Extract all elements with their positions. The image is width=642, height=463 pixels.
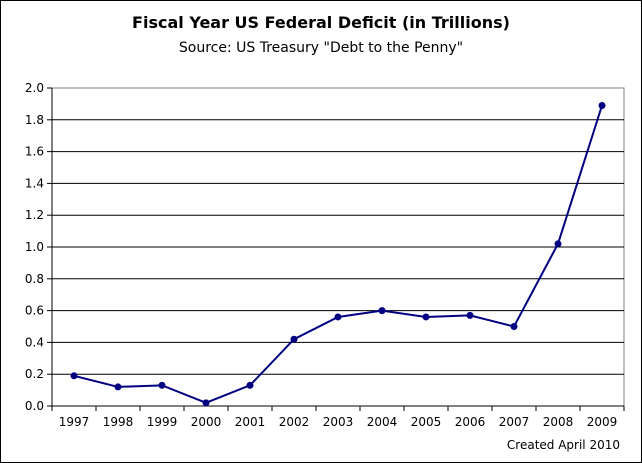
x-tick-label: 2003 [323,415,354,429]
y-tick-label: 1.6 [25,145,44,159]
x-tick-label: 2008 [543,415,574,429]
data-point-2006 [466,311,474,319]
y-tick-label: 1.8 [25,113,44,127]
x-tick-label: 2007 [499,415,530,429]
x-tick-label: 2005 [411,415,442,429]
x-tick-label: 2009 [587,415,618,429]
data-point-2007 [510,323,518,330]
y-tick-label: 0.8 [25,272,44,286]
data-point-1998 [114,383,122,391]
x-tick-label: 2000 [191,415,222,429]
x-tick-label: 1997 [59,415,90,429]
data-point-1997 [70,372,78,380]
x-tick-label: 2004 [367,415,398,429]
data-point-2009 [598,101,606,109]
data-point-2005 [422,313,430,321]
chart-subtitle: Source: US Treasury "Debt to the Penny" [179,40,463,56]
y-tick-label: 0.4 [25,335,44,349]
y-tick-label: 2.0 [25,81,44,95]
x-tick-label: 1999 [147,415,178,429]
x-tick-label: 2006 [455,415,486,429]
y-tick-label: 1.4 [25,176,44,190]
y-tick-label: 0.2 [25,367,44,381]
y-tick-label: 0.0 [25,399,44,413]
chart-title: Fiscal Year US Federal Deficit (in Trill… [132,13,510,32]
y-tick-label: 1.0 [25,240,44,254]
x-tick-label: 2002 [279,415,310,429]
data-point-2008 [554,240,562,248]
data-point-1999 [158,381,166,389]
data-point-2000 [202,399,210,407]
x-tick-label: 1998 [103,415,134,429]
created-annotation: Created April 2010 [507,438,620,452]
data-point-2004 [378,307,386,315]
x-tick-label: 2001 [235,415,266,429]
y-tick-label: 0.6 [25,304,44,318]
data-point-2002 [290,335,298,343]
data-point-2003 [334,313,342,321]
data-point-2001 [246,381,254,389]
y-tick-label: 1.2 [25,208,44,222]
